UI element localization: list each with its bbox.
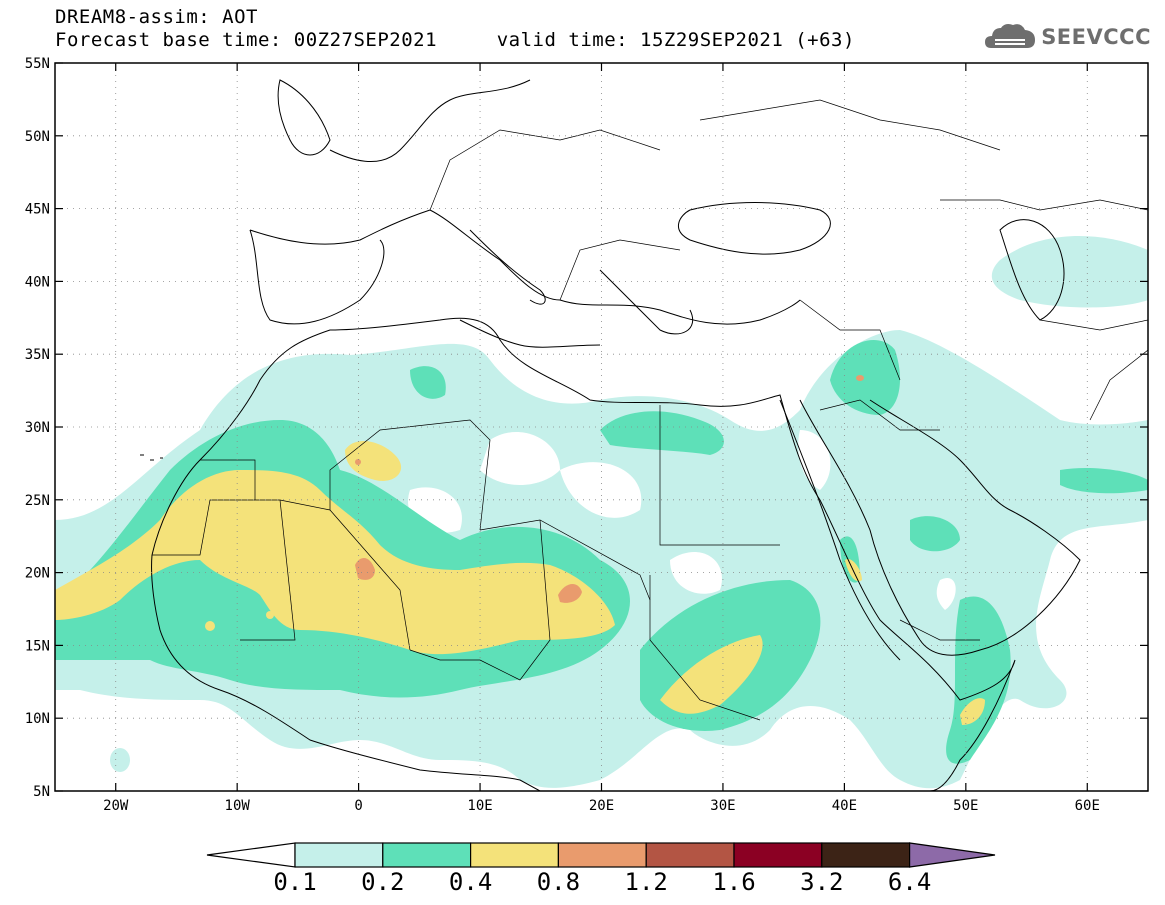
colorbar-over-arrow — [908, 842, 996, 868]
aot-band-0.4 — [55, 440, 985, 725]
colorbar-label: 1.6 — [712, 868, 756, 896]
lon-label: 40E — [832, 798, 857, 814]
lat-label: 5N — [33, 784, 50, 800]
colorbar-under-arrow — [206, 842, 296, 868]
lat-label: 15N — [25, 638, 50, 654]
lon-label: 30E — [710, 798, 735, 814]
lon-label: 60E — [1075, 798, 1100, 814]
cloud-logo-icon — [985, 24, 1036, 48]
colorbar-label: 1.2 — [624, 868, 668, 896]
lon-label: 20E — [589, 798, 614, 814]
colorbar-label: 3.2 — [800, 868, 844, 896]
colorbar-segment — [557, 842, 647, 868]
lat-label: 20N — [25, 566, 50, 582]
lon-label: 10E — [467, 798, 492, 814]
colorbar-label: 0.1 — [273, 868, 317, 896]
lat-label: 55N — [25, 56, 50, 72]
colorbar-segment — [294, 842, 384, 868]
lat-label: 30N — [25, 420, 50, 436]
lat-label: 40N — [25, 274, 50, 290]
lon-label: 10W — [225, 798, 251, 814]
graticule — [55, 62, 1148, 792]
colorbar-label: 0.8 — [536, 868, 581, 896]
longitude-labels: 20W 10W 0 10E 20E 30E 40E 50E 60E — [103, 798, 1100, 814]
forecast-time-info: Forecast base time: 00Z27SEP2021 valid t… — [55, 29, 855, 51]
colorbar-label: 0.2 — [361, 868, 405, 896]
lon-label: 0 — [354, 798, 362, 814]
aot-field — [55, 79, 1148, 791]
latitude-labels: 55N 50N 45N 40N 35N 30N 25N 20N 15N 10N 5N — [25, 56, 50, 800]
colorbar-label: 6.4 — [887, 868, 932, 896]
colorbar-segment — [645, 842, 735, 868]
lat-label: 50N — [25, 129, 50, 145]
lon-label: 20W — [103, 798, 129, 814]
coastlines — [140, 79, 1081, 791]
seevccc-logo: SEEVCCC — [985, 22, 1151, 52]
lat-label: 45N — [25, 202, 50, 218]
lat-label: 25N — [25, 493, 50, 509]
aot-band-0.8 — [355, 375, 864, 603]
colorbar-segment — [821, 842, 911, 868]
borders — [152, 99, 1148, 721]
colorbar-segment — [470, 842, 560, 868]
lat-label: 10N — [25, 711, 50, 727]
colorbar-label: 0.4 — [448, 868, 493, 896]
lon-label: 50E — [953, 798, 978, 814]
lat-label: 35N — [25, 347, 50, 363]
colorbar — [206, 842, 996, 868]
map-title: DREAM8-assim: AOT — [55, 6, 258, 28]
colorbar-segment — [733, 842, 823, 868]
colorbar-segment — [382, 842, 472, 868]
